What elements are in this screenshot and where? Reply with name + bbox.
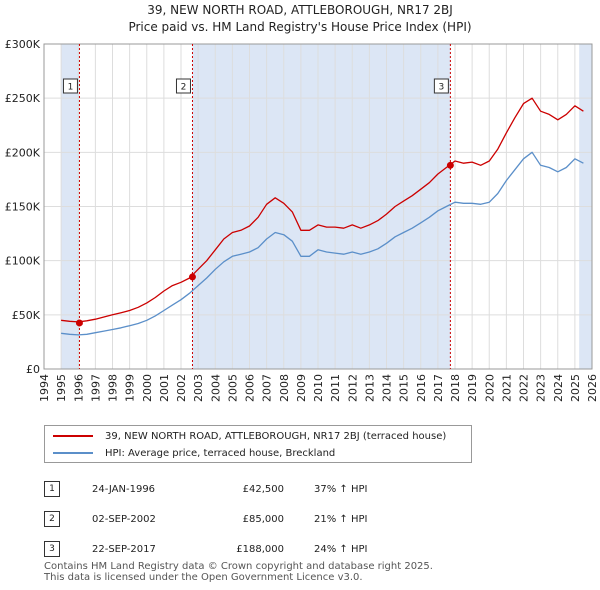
x-tick-label: 2022: [518, 374, 531, 402]
x-tick-label: 2016: [415, 374, 428, 402]
legend-item-property: 39, NEW NORTH ROAD, ATTLEBOROUGH, NR17 2…: [53, 428, 446, 444]
x-tick-label: 2004: [209, 374, 222, 402]
y-tick-label: £0: [26, 363, 40, 376]
x-tick-label: 2023: [535, 374, 548, 402]
x-tick-label: 2015: [398, 374, 411, 402]
y-tick-label: £200K: [5, 146, 41, 159]
x-tick-label: 2017: [432, 374, 445, 402]
x-tick-label: 2009: [295, 374, 308, 402]
sale-point: [75, 319, 83, 327]
x-tick-label: 2025: [569, 374, 582, 402]
sale-date: 22-SEP-2017: [92, 543, 156, 555]
sale-label-box: [433, 78, 449, 94]
x-tick-label: 2008: [278, 374, 291, 402]
chart-title: 39, NEW NORTH ROAD, ATTLEBOROUGH, NR17 2…: [147, 3, 453, 17]
sale-point: [446, 161, 454, 169]
x-tick-label: 2020: [483, 374, 496, 402]
plot-frame: [43, 43, 593, 370]
x-tick-label: 2012: [346, 374, 359, 402]
sale-label: 1: [68, 83, 74, 93]
sale-label-box: [62, 78, 78, 94]
sale-price: £188,000: [236, 543, 284, 555]
sale-number-badge: 1: [44, 481, 60, 497]
footer-copyright: Contains HM Land Registry data © Crown c…: [44, 561, 433, 572]
sale-hpi-change: 21% ↑ HPI: [314, 513, 368, 525]
x-tick-label: 2006: [244, 374, 257, 402]
x-tick-label: 1998: [107, 374, 120, 402]
sale-number-badge: 2: [44, 511, 60, 527]
table-row: 2 02-SEP-2002 £85,000 21% ↑ HPI: [44, 504, 367, 534]
y-tick-label: £250K: [5, 92, 41, 105]
x-tick-label: 1999: [124, 374, 137, 402]
x-tick-label: 1994: [38, 374, 51, 402]
x-tick-label: 2005: [226, 374, 239, 402]
sale-label: 2: [181, 83, 187, 93]
sale-label-box: [175, 78, 191, 94]
legend-item-hpi: HPI: Average price, terraced house, Brec…: [53, 445, 335, 461]
x-tick-label: 2018: [449, 374, 462, 402]
x-tick-label: 2007: [261, 374, 274, 402]
sale-date: 24-JAN-1996: [92, 483, 156, 495]
sale-price: £85,000: [242, 513, 284, 525]
y-tick-label: £300K: [5, 38, 41, 51]
sale-price: £42,500: [242, 483, 284, 495]
sale-label: 3: [439, 83, 445, 93]
x-tick-label: 2019: [466, 374, 479, 402]
table-row: 1 24-JAN-1996 £42,500 37% ↑ HPI: [44, 474, 367, 504]
x-tick-label: 2010: [312, 374, 325, 402]
sale-point: [188, 273, 196, 281]
legend-property-swatch: [53, 435, 93, 437]
x-tick-label: 2011: [329, 374, 342, 402]
legend-hpi-swatch: [53, 452, 93, 454]
sale-hpi-change: 37% ↑ HPI: [314, 483, 368, 495]
y-tick-label: £150K: [5, 201, 41, 214]
table-row: 3 22-SEP-2017 £188,000 24% ↑ HPI: [44, 534, 367, 564]
x-tick-label: 2024: [552, 374, 565, 402]
sale-date: 02-SEP-2002: [92, 513, 156, 525]
footer: Contains HM Land Registry data © Crown c…: [44, 561, 433, 583]
y-tick-label: £50K: [12, 309, 41, 322]
chart-subtitle: Price paid vs. HM Land Registry's House …: [128, 20, 472, 34]
x-tick-label: 1996: [72, 374, 85, 402]
sale-hpi-change: 24% ↑ HPI: [314, 543, 368, 555]
legend-property-label: 39, NEW NORTH ROAD, ATTLEBOROUGH, NR17 2…: [105, 430, 447, 442]
x-tick-label: 1995: [55, 374, 68, 402]
x-tick-label: 2021: [500, 374, 513, 402]
hpi-line: [61, 151, 584, 336]
y-tick-label: £100K: [5, 255, 41, 268]
x-tick-label: 2026: [586, 374, 599, 402]
property-price-line: [61, 97, 584, 323]
legend-hpi-label: HPI: Average price, terraced house, Brec…: [105, 447, 336, 459]
x-tick-label: 1997: [89, 374, 102, 402]
sales-table: 1 24-JAN-1996 £42,500 37% ↑ HPI 2 02-SEP…: [44, 474, 367, 564]
x-tick-label: 2013: [363, 374, 376, 402]
sale-number-badge: 3: [44, 541, 60, 557]
legend: 39, NEW NORTH ROAD, ATTLEBOROUGH, NR17 2…: [44, 425, 472, 463]
x-tick-label: 2001: [158, 374, 171, 402]
x-tick-label: 2002: [175, 374, 188, 402]
x-tick-label: 2014: [381, 374, 394, 402]
price-chart: 1 2 3 £0 £50K £100K £150K £200K £250K £300K 1994 19…: [5, 38, 599, 402]
footer-licence: This data is licensed under the Open Gov…: [44, 572, 363, 583]
x-tick-label: 2000: [141, 374, 154, 402]
x-tick-label: 2003: [192, 374, 205, 402]
